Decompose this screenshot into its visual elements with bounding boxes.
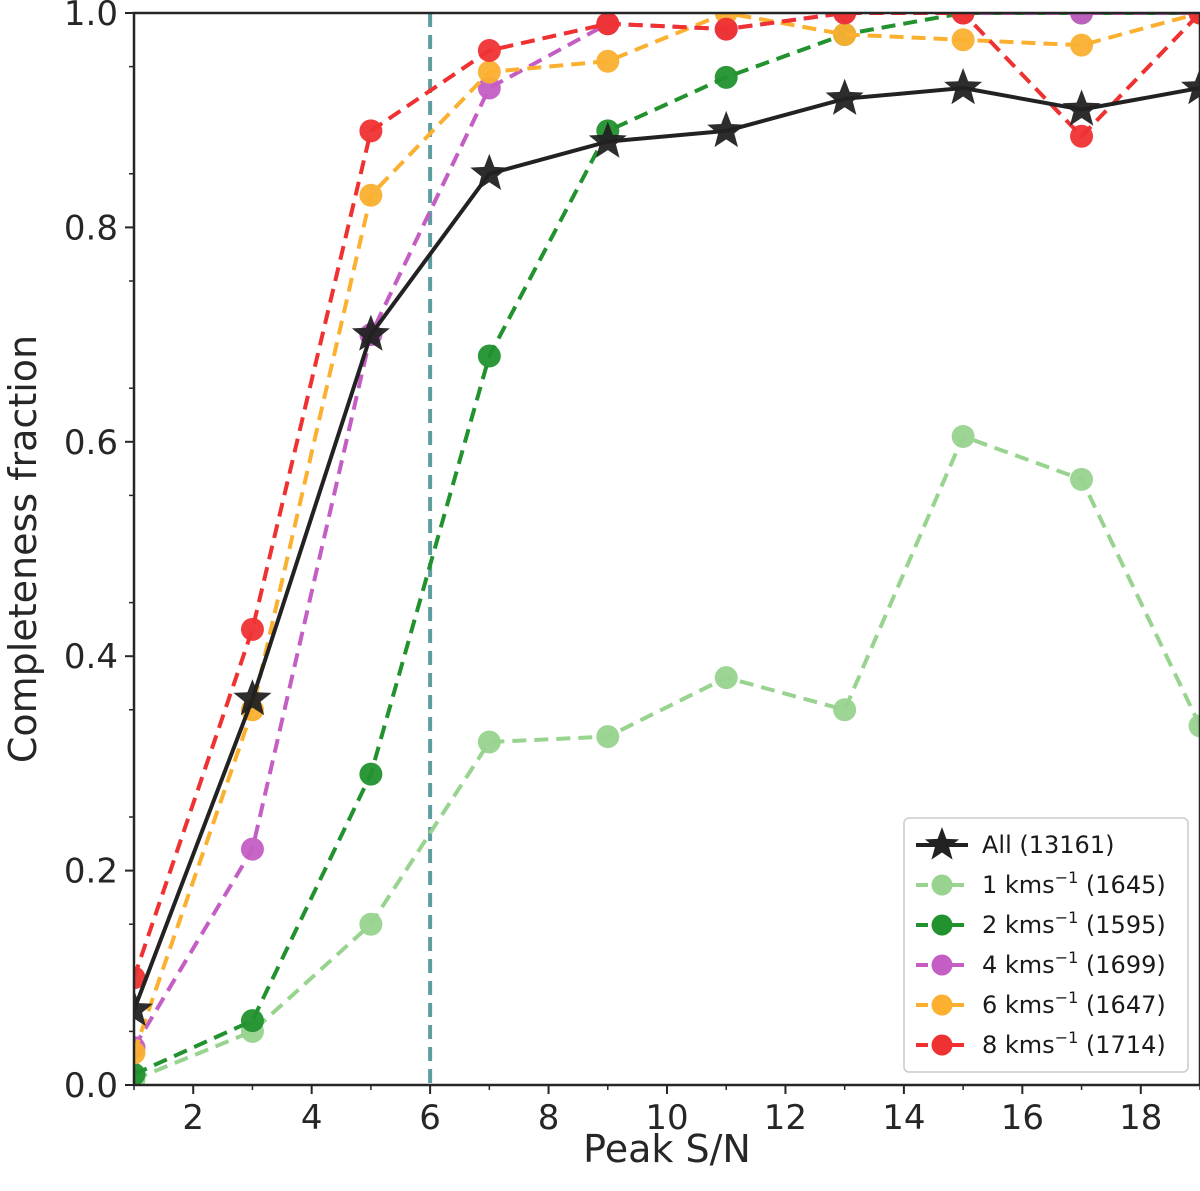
data-point (477, 730, 501, 754)
data-point (359, 183, 383, 207)
legend-label: 1 kms−1 (1645) (982, 868, 1166, 899)
x-tick-label: 4 (301, 1098, 323, 1138)
y-tick-label: 0.2 (64, 852, 118, 892)
series-line (134, 13, 1200, 1049)
x-tick-label: 2 (182, 1098, 204, 1138)
data-point (477, 39, 501, 63)
data-point-star (825, 78, 864, 115)
data-point (714, 666, 738, 690)
data-point (833, 22, 857, 46)
data-point-star (1181, 68, 1200, 105)
legend-entry-5: 8 kms−1 (1714) (916, 1028, 1166, 1059)
x-tick-label: 6 (419, 1098, 441, 1138)
series-line (134, 86, 1200, 1011)
data-point (359, 119, 383, 143)
x-tick-label: 14 (882, 1098, 925, 1138)
data-point (596, 13, 620, 36)
data-point (951, 13, 975, 25)
legend: All (13161) 1 kms−1 (1645) 2 kms−1 (1595) 4… (903, 817, 1189, 1073)
data-point (240, 837, 264, 861)
data-point (833, 698, 857, 722)
data-point (1070, 124, 1094, 148)
series-0 (134, 68, 1200, 1027)
series-layer (134, 13, 1200, 1085)
series-1 (134, 424, 1200, 1085)
data-point (951, 424, 975, 448)
x-tick-label: 8 (538, 1098, 560, 1138)
legend-entry-1: 1 kms−1 (1645) (916, 868, 1166, 899)
legend-label: 4 kms−1 (1699) (982, 948, 1166, 979)
data-point (240, 1009, 264, 1033)
data-point (1188, 714, 1200, 738)
legend-entry-4: 6 kms−1 (1647) (916, 988, 1166, 1019)
data-point (1070, 467, 1094, 491)
legend-marker (931, 994, 953, 1016)
y-tick-label: 0.4 (64, 637, 118, 677)
data-point (951, 28, 975, 52)
x-axis-label: Peak S/N (583, 1127, 751, 1171)
data-point (596, 725, 620, 749)
y-axis-label: Completeness fraction (1, 335, 45, 763)
data-point-star (707, 110, 746, 148)
data-point-star (588, 121, 627, 158)
data-point (714, 65, 738, 89)
data-point (134, 1041, 146, 1065)
data-point (359, 912, 383, 936)
data-point-star (351, 314, 390, 351)
legend-marker (931, 954, 953, 976)
x-tick-label: 10 (645, 1098, 688, 1138)
x-tick-label: 16 (1001, 1098, 1044, 1138)
data-point (1188, 13, 1200, 25)
legend-entry-2: 2 kms−1 (1595) (916, 908, 1166, 939)
legend-label: 6 kms−1 (1647) (982, 988, 1166, 1019)
data-point (596, 49, 620, 73)
data-point-star (233, 679, 272, 716)
data-point-star (134, 990, 153, 1027)
series-line (134, 434, 1200, 1082)
series-line (134, 13, 1200, 1054)
data-point (477, 76, 501, 100)
data-point (477, 60, 501, 84)
plot-area (134, 13, 1200, 1085)
legend-marker (931, 1034, 953, 1056)
data-point (714, 17, 738, 41)
legend-entry-3: 4 kms−1 (1699) (916, 948, 1166, 979)
axes: 2 4 6 8 10 12 14 16 18 0.0 0.2 0.4 0.6 0.8 1.0 (64, 0, 1200, 1138)
data-point-star (944, 68, 983, 105)
series-line (134, 13, 1200, 979)
legend-label: 8 kms−1 (1714) (982, 1028, 1166, 1059)
y-tick-label: 0.0 (64, 1066, 118, 1106)
legend-star-marker (924, 827, 960, 860)
legend-entry-0: All (13161) (916, 827, 1114, 860)
x-tick-label: 18 (1119, 1098, 1162, 1138)
data-point (1070, 33, 1094, 57)
data-point (240, 617, 264, 641)
legend-box (903, 817, 1189, 1073)
legend-label: All (13161) (982, 831, 1114, 859)
legend-marker (931, 914, 953, 936)
series-5 (134, 13, 1200, 990)
data-point-star (1062, 89, 1101, 126)
data-point (833, 13, 857, 25)
data-point (134, 1062, 146, 1085)
y-tick-label: 0.8 (64, 208, 118, 248)
data-point (359, 762, 383, 786)
legend-marker (931, 874, 953, 896)
y-tick-label: 0.6 (64, 423, 118, 463)
data-point (477, 344, 501, 368)
data-point (1070, 13, 1094, 25)
y-tick-label: 1.0 (64, 0, 118, 34)
data-point-star (470, 153, 509, 190)
legend-label: 2 kms−1 (1595) (982, 908, 1166, 939)
x-tick-label: 12 (764, 1098, 807, 1138)
series-line (134, 13, 1200, 1077)
